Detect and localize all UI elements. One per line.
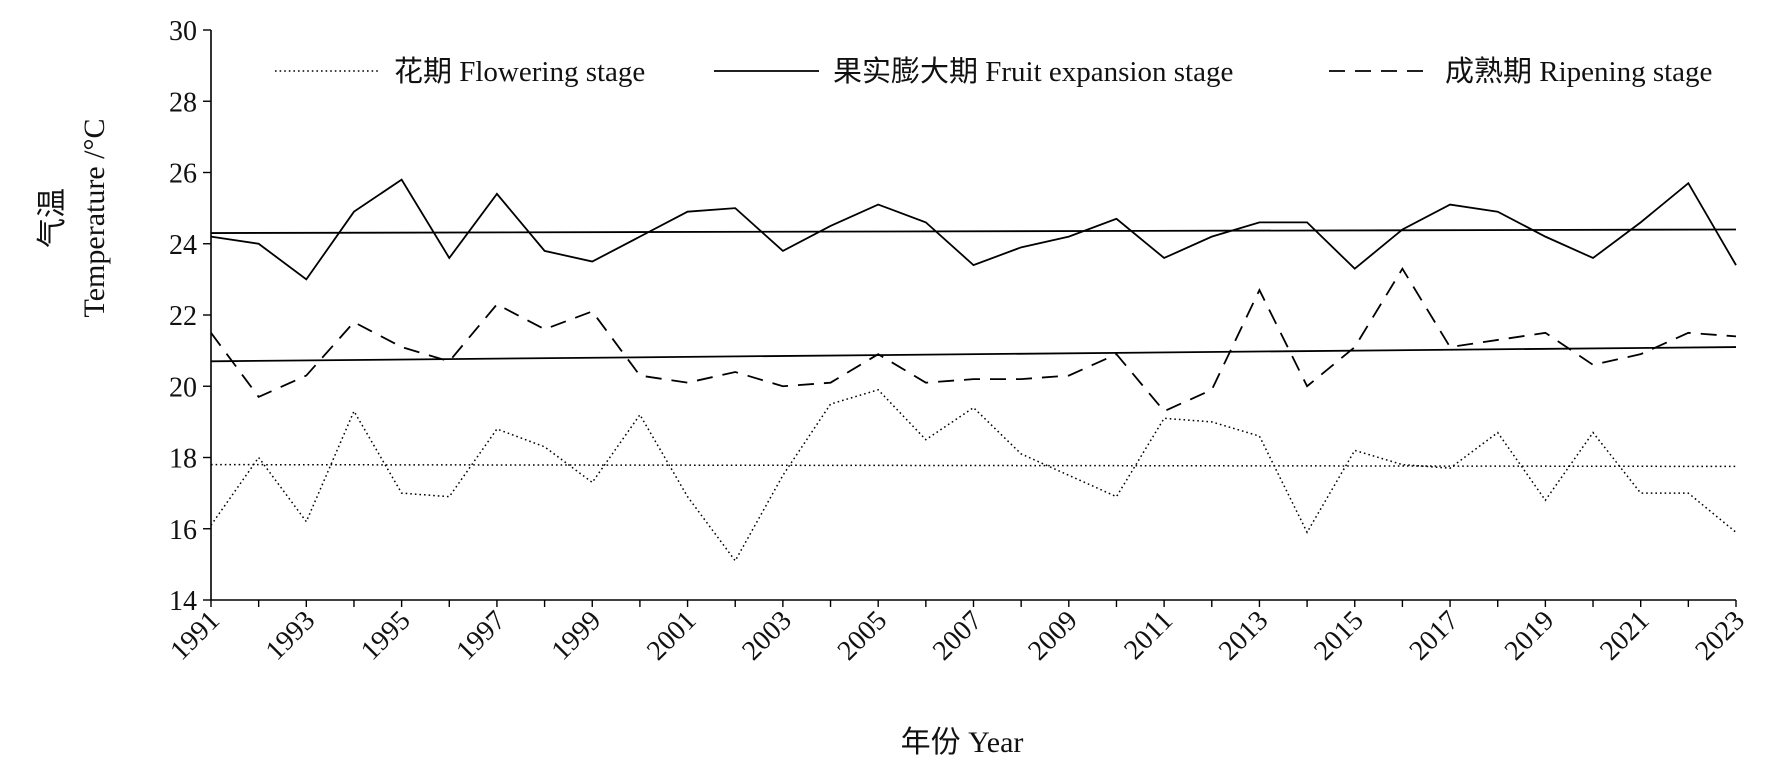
y-axis-title-line1: 气温 <box>36 188 69 248</box>
y-tick-label: 22 <box>169 301 197 332</box>
trend-line-2 <box>210 346 1737 363</box>
trend-line-0 <box>210 463 1737 468</box>
legend-label-0: 花期 Flowering stage <box>394 55 645 88</box>
y-tick-label: 14 <box>169 586 197 617</box>
y-tick-label: 24 <box>169 230 197 261</box>
series-line-2 <box>210 266 1737 413</box>
y-axis-title: 气温 Temperature /°C <box>36 119 111 318</box>
x-tick-label: 1993 <box>260 605 322 667</box>
x-tick-label: 1999 <box>546 605 608 667</box>
series-line-1 <box>210 178 1737 281</box>
x-tick-label: 2017 <box>1403 605 1465 667</box>
y-tick-label: 28 <box>169 87 197 118</box>
y-tick-label: 26 <box>169 159 197 190</box>
legend-label-2: 成熟期 Ripening stage <box>1445 55 1712 88</box>
x-tick-label: 2007 <box>927 605 989 667</box>
y-tick-label: 20 <box>169 372 197 403</box>
x-tick-label: 1995 <box>355 605 417 667</box>
x-tick-label: 2011 <box>1118 605 1179 666</box>
x-tick-label: 1997 <box>450 605 512 667</box>
x-tick-label: 2001 <box>641 605 703 667</box>
x-tick-label: 2005 <box>832 605 894 667</box>
x-tick-label: 2003 <box>736 605 798 667</box>
x-tick-label: 2019 <box>1499 605 1561 667</box>
y-tick-label: 30 <box>169 16 197 47</box>
x-tick-label: 2015 <box>1308 605 1370 667</box>
legend: 花期 Flowering stage 果实膨大期 Fruit expansion … <box>275 55 1712 88</box>
y-tick-label: 16 <box>169 515 197 546</box>
x-tick-label: 2023 <box>1689 605 1751 667</box>
x-tick-label: 2013 <box>1213 605 1275 667</box>
y-axis-title-line2: Temperature /°C <box>78 119 111 318</box>
x-tick-label: 2021 <box>1594 605 1656 667</box>
x-axis-title: 年份 Year <box>901 726 1024 759</box>
x-tick-label: 2009 <box>1022 605 1084 667</box>
series-layer <box>210 178 1737 563</box>
legend-label-1: 果实膨大期 Fruit expansion stage <box>833 55 1233 88</box>
trend-line-1 <box>210 228 1737 234</box>
y-tick-label: 18 <box>169 444 197 475</box>
series-line-0 <box>210 388 1737 563</box>
